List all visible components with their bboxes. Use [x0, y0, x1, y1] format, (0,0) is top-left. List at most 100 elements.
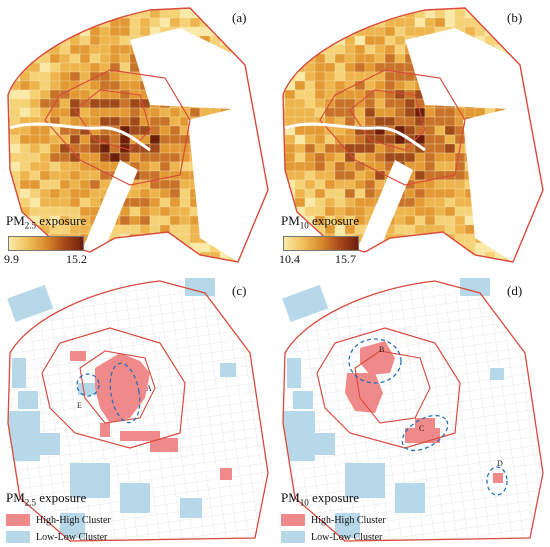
- heat-cell: [374, 116, 386, 127]
- heat-cell: [354, 179, 366, 190]
- heat-cell: [49, 80, 61, 91]
- heat-cell: [394, 152, 406, 163]
- heat-cell: [334, 62, 346, 73]
- heat-cell: [545, 27, 550, 36]
- heat-cell: [414, 188, 426, 199]
- heat-cell: [169, 134, 181, 145]
- legend-high-high: High-High Cluster: [6, 514, 111, 526]
- heat-cell: [384, 134, 396, 145]
- heat-cell: [19, 251, 31, 262]
- heat-cell: [249, 8, 261, 10]
- heat-cell: [49, 134, 61, 145]
- heat-cell: [109, 26, 121, 37]
- heat-cell: [354, 44, 366, 55]
- heat-cell: [334, 170, 346, 181]
- marker-a: A: [146, 384, 152, 393]
- heat-cell: [444, 17, 456, 28]
- heat-cell: [334, 161, 346, 172]
- heat-cell: [9, 134, 21, 145]
- river-upper: [405, 28, 530, 110]
- heat-cell: [149, 107, 161, 118]
- heat-cell: [8, 35, 11, 46]
- heat-cell: [199, 8, 211, 19]
- heat-cell: [474, 242, 486, 253]
- heat-cell: [19, 8, 31, 10]
- heat-cell: [434, 188, 446, 199]
- heat-cell: [259, 26, 268, 37]
- heat-cell: [364, 44, 376, 55]
- heat-cell: [304, 170, 316, 181]
- river-east: [463, 100, 543, 262]
- heat-cell: [545, 99, 550, 108]
- heat-cell: [169, 152, 181, 163]
- heat-cell: [524, 62, 536, 73]
- pm25-exposure-map: [7, 7, 269, 263]
- heat-cell: [354, 107, 366, 118]
- heat-cell: [394, 80, 406, 91]
- heat-cell: [59, 53, 71, 64]
- heat-cell: [284, 152, 296, 163]
- heat-cell: [294, 44, 306, 55]
- river-east: [188, 100, 268, 262]
- heat-cell: [159, 116, 171, 127]
- heat-cell: [89, 179, 101, 190]
- heat-cell: [424, 107, 436, 118]
- heat-cell: [79, 197, 91, 208]
- heat-cell: [344, 62, 356, 73]
- heat-cell: [284, 26, 296, 37]
- legend-title: PM2.5 exposure: [6, 213, 87, 231]
- heat-cell: [159, 143, 171, 154]
- heat-cell: [474, 260, 486, 262]
- heat-cell: [384, 8, 396, 19]
- heat-cell: [294, 89, 306, 100]
- heat-cell: [294, 17, 306, 28]
- heat-cell: [29, 8, 41, 19]
- heat-cell: [394, 35, 406, 46]
- heat-cell: [434, 179, 446, 190]
- heat-cell: [259, 35, 268, 46]
- heat-cell: [69, 17, 81, 28]
- heat-cell: [414, 242, 426, 253]
- heat-cell: [354, 197, 366, 208]
- heat-cell: [294, 80, 306, 91]
- heat-cell: [374, 161, 386, 172]
- heat-cell: [424, 161, 436, 172]
- heat-cell: [344, 89, 356, 100]
- heat-cell: [374, 71, 386, 82]
- heat-cell: [79, 44, 91, 55]
- high-high-patch: [415, 418, 435, 428]
- heat-cell: [404, 206, 416, 217]
- heat-cell: [259, 8, 268, 10]
- heat-cell: [394, 62, 406, 73]
- heat-cell: [284, 98, 296, 109]
- heat-cell: [344, 170, 356, 181]
- heat-cell: [99, 53, 111, 64]
- heat-cell: [314, 8, 326, 19]
- heat-cell: [19, 53, 31, 64]
- heat-cell: [89, 152, 101, 163]
- heat-cell: [284, 188, 296, 199]
- river-line: [9, 122, 151, 152]
- high-high-label: High-High Cluster: [36, 514, 111, 526]
- heat-cell: [29, 188, 41, 199]
- heat-cell: [59, 44, 71, 55]
- heat-cell: [364, 8, 376, 10]
- heat-cell: [454, 224, 466, 235]
- heat-cell: [344, 188, 356, 199]
- heat-cell: [304, 152, 316, 163]
- heat-cell: [59, 197, 71, 208]
- heat-cell: [79, 107, 91, 118]
- heat-cell: [79, 17, 91, 28]
- heat-cell: [414, 170, 426, 181]
- panel-label: (b): [507, 10, 523, 25]
- heat-cell: [119, 80, 131, 91]
- heat-cell: [324, 26, 336, 37]
- heat-cell: [374, 260, 386, 262]
- high-high-patch: [70, 351, 86, 361]
- low-low-patch: [395, 483, 425, 513]
- heat-cell: [79, 35, 91, 46]
- heat-cell: [324, 134, 336, 145]
- pm10-exposure-map: [282, 7, 550, 263]
- heat-cell: [179, 17, 191, 28]
- heat-cell: [109, 44, 121, 55]
